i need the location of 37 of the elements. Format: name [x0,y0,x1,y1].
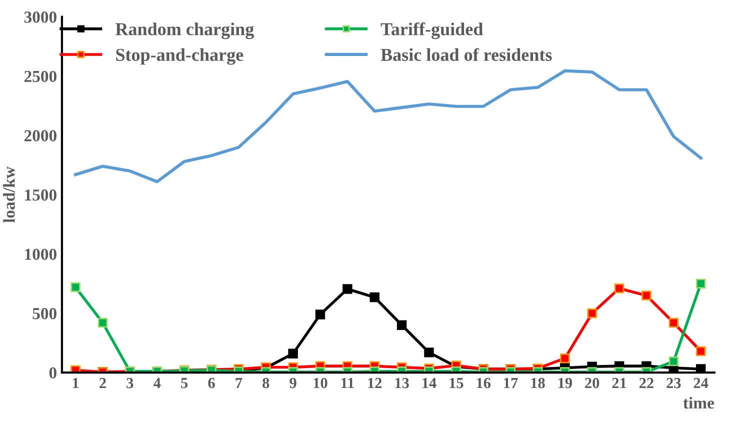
y-tick-label: 1500 [25,189,56,201]
x-tick-label: 17 [504,378,518,388]
x-tick-label: 1 [72,378,79,388]
x-tick-label: 18 [531,378,545,388]
x-tick-label: 8 [262,378,270,388]
x-tick-label: 12 [368,378,382,388]
y-tick-label: 2500 [24,70,56,82]
x-tick-label: 19 [558,378,572,388]
x-tick-label: 7 [236,378,242,388]
x-tick-label: 2 [100,378,106,388]
x-tick-label: 16 [476,378,491,388]
x-tick-label: 6 [208,378,215,388]
x-tick-label: 24 [694,378,708,388]
x-tick-label: 20 [585,378,600,388]
x-tick-label: 21 [612,378,626,388]
x-tick-label: 10 [314,378,328,388]
y-tick-label: 3000 [24,12,56,23]
x-tick-label: 15 [450,378,464,388]
legend-label: Basic load of residents [380,48,552,61]
legend-label: Stop-and-charge [116,48,244,65]
x-tick-label: 4 [154,378,161,388]
x-tick-label: 11 [341,378,354,388]
y-axis-title: load/kw [3,166,15,223]
legend-label: Tariff-guided [380,22,483,40]
y-tick-label: 500 [32,308,56,320]
x-tick-label: 23 [666,378,681,388]
y-tick-label: 2000 [24,130,56,142]
y-tick-label: 0 [49,367,56,379]
x-tick-label: 14 [422,378,436,388]
x-tick-label: 3 [126,378,134,388]
x-tick-label: 9 [290,378,296,388]
x-tick-label: 5 [181,378,188,388]
x-tick-label: 22 [639,378,654,388]
x-axis-title: time [683,396,714,409]
legend-label: Random charging [116,22,254,40]
y-tick-label: 1000 [25,248,56,260]
x-tick-label: 13 [395,378,409,388]
